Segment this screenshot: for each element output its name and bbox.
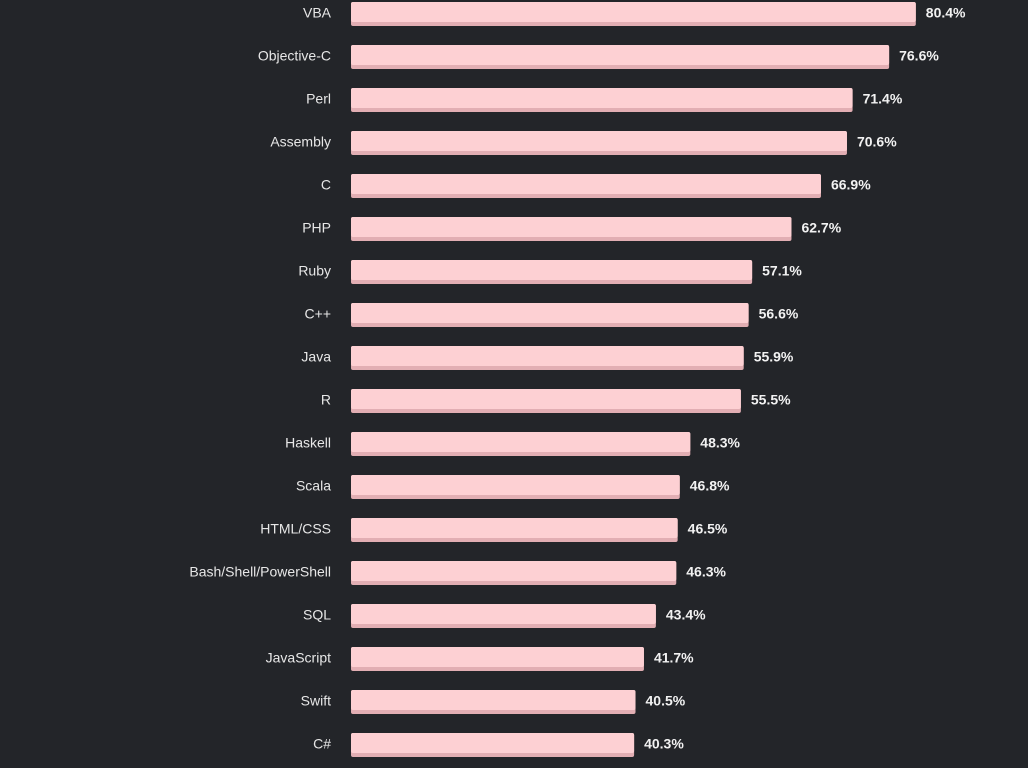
bar-row: Java 55.9% (301, 346, 794, 370)
bar (351, 432, 691, 452)
bar-row: HTML/CSS 46.5% (260, 518, 728, 542)
bar-row: C# 40.3% (313, 733, 684, 757)
value-label: 76.6% (899, 48, 939, 64)
bar-row: Bash/Shell/PowerShell 46.3% (189, 561, 727, 585)
category-label: Objective-C (258, 48, 331, 64)
category-label: Perl (306, 91, 331, 107)
bar-row: C++ 56.6% (305, 303, 799, 327)
category-label: C# (313, 736, 331, 752)
value-label: 46.5% (688, 521, 728, 537)
bar-row: SQL 43.4% (303, 604, 706, 628)
value-label: 40.5% (646, 693, 686, 709)
value-label: 46.8% (690, 478, 730, 494)
category-label: JavaScript (266, 650, 331, 666)
category-label: C (321, 177, 331, 193)
bar-row: Swift 40.5% (301, 690, 686, 714)
category-label: PHP (302, 220, 331, 236)
bar (351, 2, 916, 22)
category-label: SQL (303, 607, 331, 623)
value-label: 55.5% (751, 392, 791, 408)
bar (351, 174, 821, 194)
bar-row: JavaScript 41.7% (266, 647, 694, 671)
value-label: 40.3% (644, 736, 684, 752)
category-label: Haskell (285, 435, 331, 451)
bar (351, 647, 644, 667)
value-label: 70.6% (857, 134, 897, 150)
category-label: Java (301, 349, 331, 365)
bar (351, 260, 753, 280)
category-label: R (321, 392, 331, 408)
bar-row: PHP 62.7% (302, 217, 842, 241)
bar (351, 518, 678, 538)
bar-row: VBA 80.4% (303, 2, 966, 26)
bar (351, 131, 847, 151)
category-label: C++ (305, 306, 331, 322)
category-label: Scala (296, 478, 331, 494)
bar-row: Scala 46.8% (296, 475, 730, 499)
value-label: 57.1% (762, 263, 802, 279)
value-label: 71.4% (863, 91, 903, 107)
bar (351, 733, 635, 753)
value-label: 56.6% (759, 306, 799, 322)
value-label: 43.4% (666, 607, 706, 623)
value-label: 80.4% (926, 5, 966, 21)
bar (351, 561, 677, 581)
bar (351, 690, 636, 710)
value-label: 62.7% (801, 220, 841, 236)
category-label: VBA (303, 5, 332, 21)
bar-row: R 55.5% (321, 389, 791, 413)
bar-row: Ruby 57.1% (298, 260, 802, 284)
bar (351, 475, 680, 495)
category-label: Ruby (298, 263, 331, 279)
bar (351, 346, 744, 366)
bar (351, 88, 853, 108)
category-label: HTML/CSS (260, 521, 331, 537)
bar-row: Perl 71.4% (306, 88, 903, 112)
bar (351, 45, 890, 65)
bar (351, 604, 656, 624)
bar (351, 303, 749, 323)
value-label: 41.7% (654, 650, 694, 666)
value-label: 55.9% (754, 349, 794, 365)
value-label: 66.9% (831, 177, 871, 193)
value-label: 48.3% (700, 435, 740, 451)
bar-row: Objective-C 76.6% (258, 45, 939, 69)
category-label: Swift (301, 693, 331, 709)
value-label: 46.3% (686, 564, 726, 580)
bar-row: Haskell 48.3% (285, 432, 741, 456)
bar (351, 217, 792, 237)
bar-row: Assembly 70.6% (270, 131, 897, 155)
bar (351, 389, 741, 409)
category-label: Bash/Shell/PowerShell (189, 564, 331, 580)
bar-row: C 66.9% (321, 174, 871, 198)
category-label: Assembly (270, 134, 331, 150)
